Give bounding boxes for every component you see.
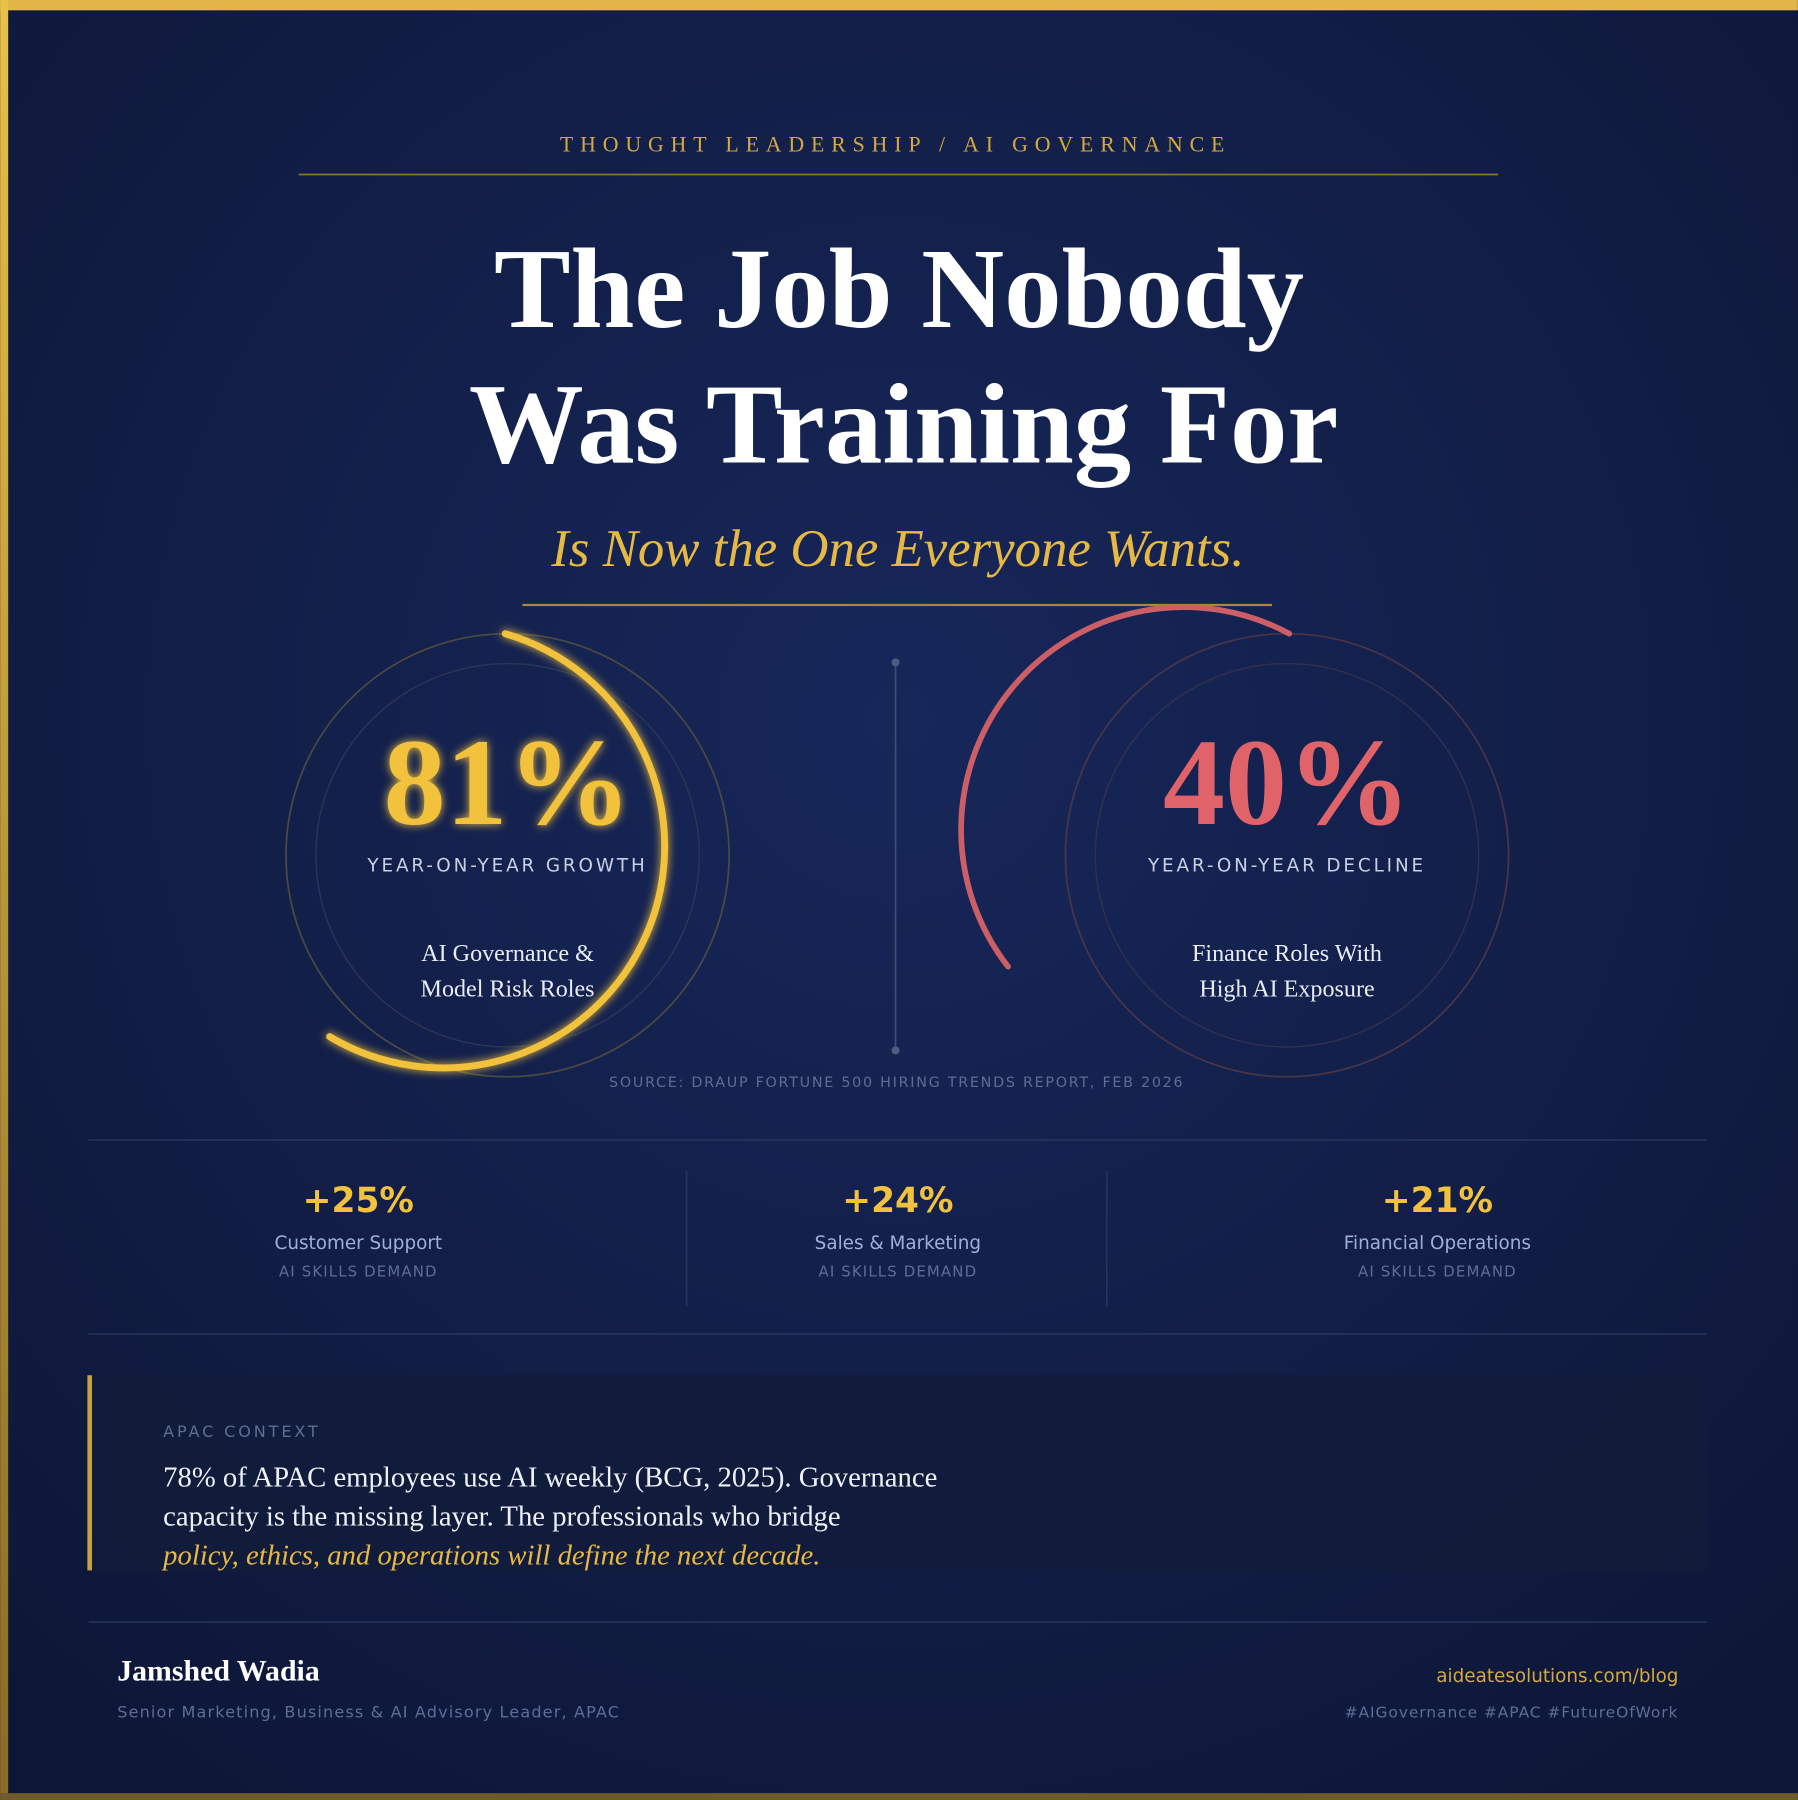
eyebrow: THOUGHT LEADERSHIP / AI GOVERNANCE	[560, 133, 1231, 157]
stat-value: +24%	[842, 1181, 953, 1221]
stat-label: YEAR-ON-YEAR GROWTH	[366, 855, 647, 876]
top-border	[0, 0, 1798, 11]
gauge-arc	[958, 604, 1293, 970]
stat-description: Model Risk Roles	[421, 976, 595, 1002]
left-border	[0, 0, 9, 1800]
context-text: capacity is the missing layer. The profe…	[163, 1501, 840, 1533]
stat-value: +25%	[303, 1181, 414, 1221]
hashtags: #AIGovernance #APAC #FutureOfWork	[1345, 1703, 1679, 1721]
stat-description: Finance Roles With	[1192, 941, 1382, 967]
divider-dot	[891, 1046, 900, 1055]
context-bar	[87, 1375, 92, 1571]
author-name: Jamshed Wadia	[117, 1655, 320, 1688]
stat-description: AI Governance &	[421, 941, 594, 967]
context-box	[88, 1375, 1708, 1571]
source: SOURCE: DRAUP FORTUNE 500 HIRING TRENDS …	[609, 1075, 1184, 1091]
author-role: Senior Marketing, Business & AI Advisory…	[117, 1702, 620, 1721]
url: aideatesolutions.com/blog	[1436, 1666, 1678, 1687]
stat-value: +21%	[1382, 1181, 1493, 1221]
stat-description: High AI Exposure	[1199, 976, 1374, 1002]
bottom-border	[0, 1793, 1798, 1800]
stat-sublabel: AI SKILLS DEMAND	[818, 1263, 977, 1281]
stat-value: 81%	[384, 714, 632, 851]
gauge-arc	[326, 630, 669, 1072]
stats-row: +25% Customer Support AI SKILLS DEMAND +24%…	[275, 1181, 1531, 1280]
title-line: Was Training For	[469, 361, 1339, 488]
ring	[1094, 662, 1480, 1048]
context-emphasis: policy, ethics, and operations will defi…	[161, 1540, 820, 1572]
stat-label: Customer Support	[275, 1233, 443, 1254]
context-label: APAC CONTEXT	[163, 1422, 320, 1441]
divider-dot	[891, 658, 900, 667]
stat-sublabel: AI SKILLS DEMAND	[1358, 1263, 1517, 1281]
subtitle: Is Now the One Everyone Wants.	[550, 520, 1244, 578]
title-line: The Job Nobody	[494, 225, 1304, 352]
stat-label: Sales & Marketing	[815, 1233, 981, 1254]
stat-value: 40%	[1163, 714, 1411, 851]
stat-label: YEAR-ON-YEAR DECLINE	[1147, 855, 1426, 876]
ring	[315, 662, 700, 1048]
stat-label: Financial Operations	[1344, 1233, 1531, 1254]
stat-sublabel: AI SKILLS DEMAND	[279, 1263, 438, 1281]
context-text: 78% of APAC employees use AI weekly (BCG…	[163, 1462, 937, 1494]
